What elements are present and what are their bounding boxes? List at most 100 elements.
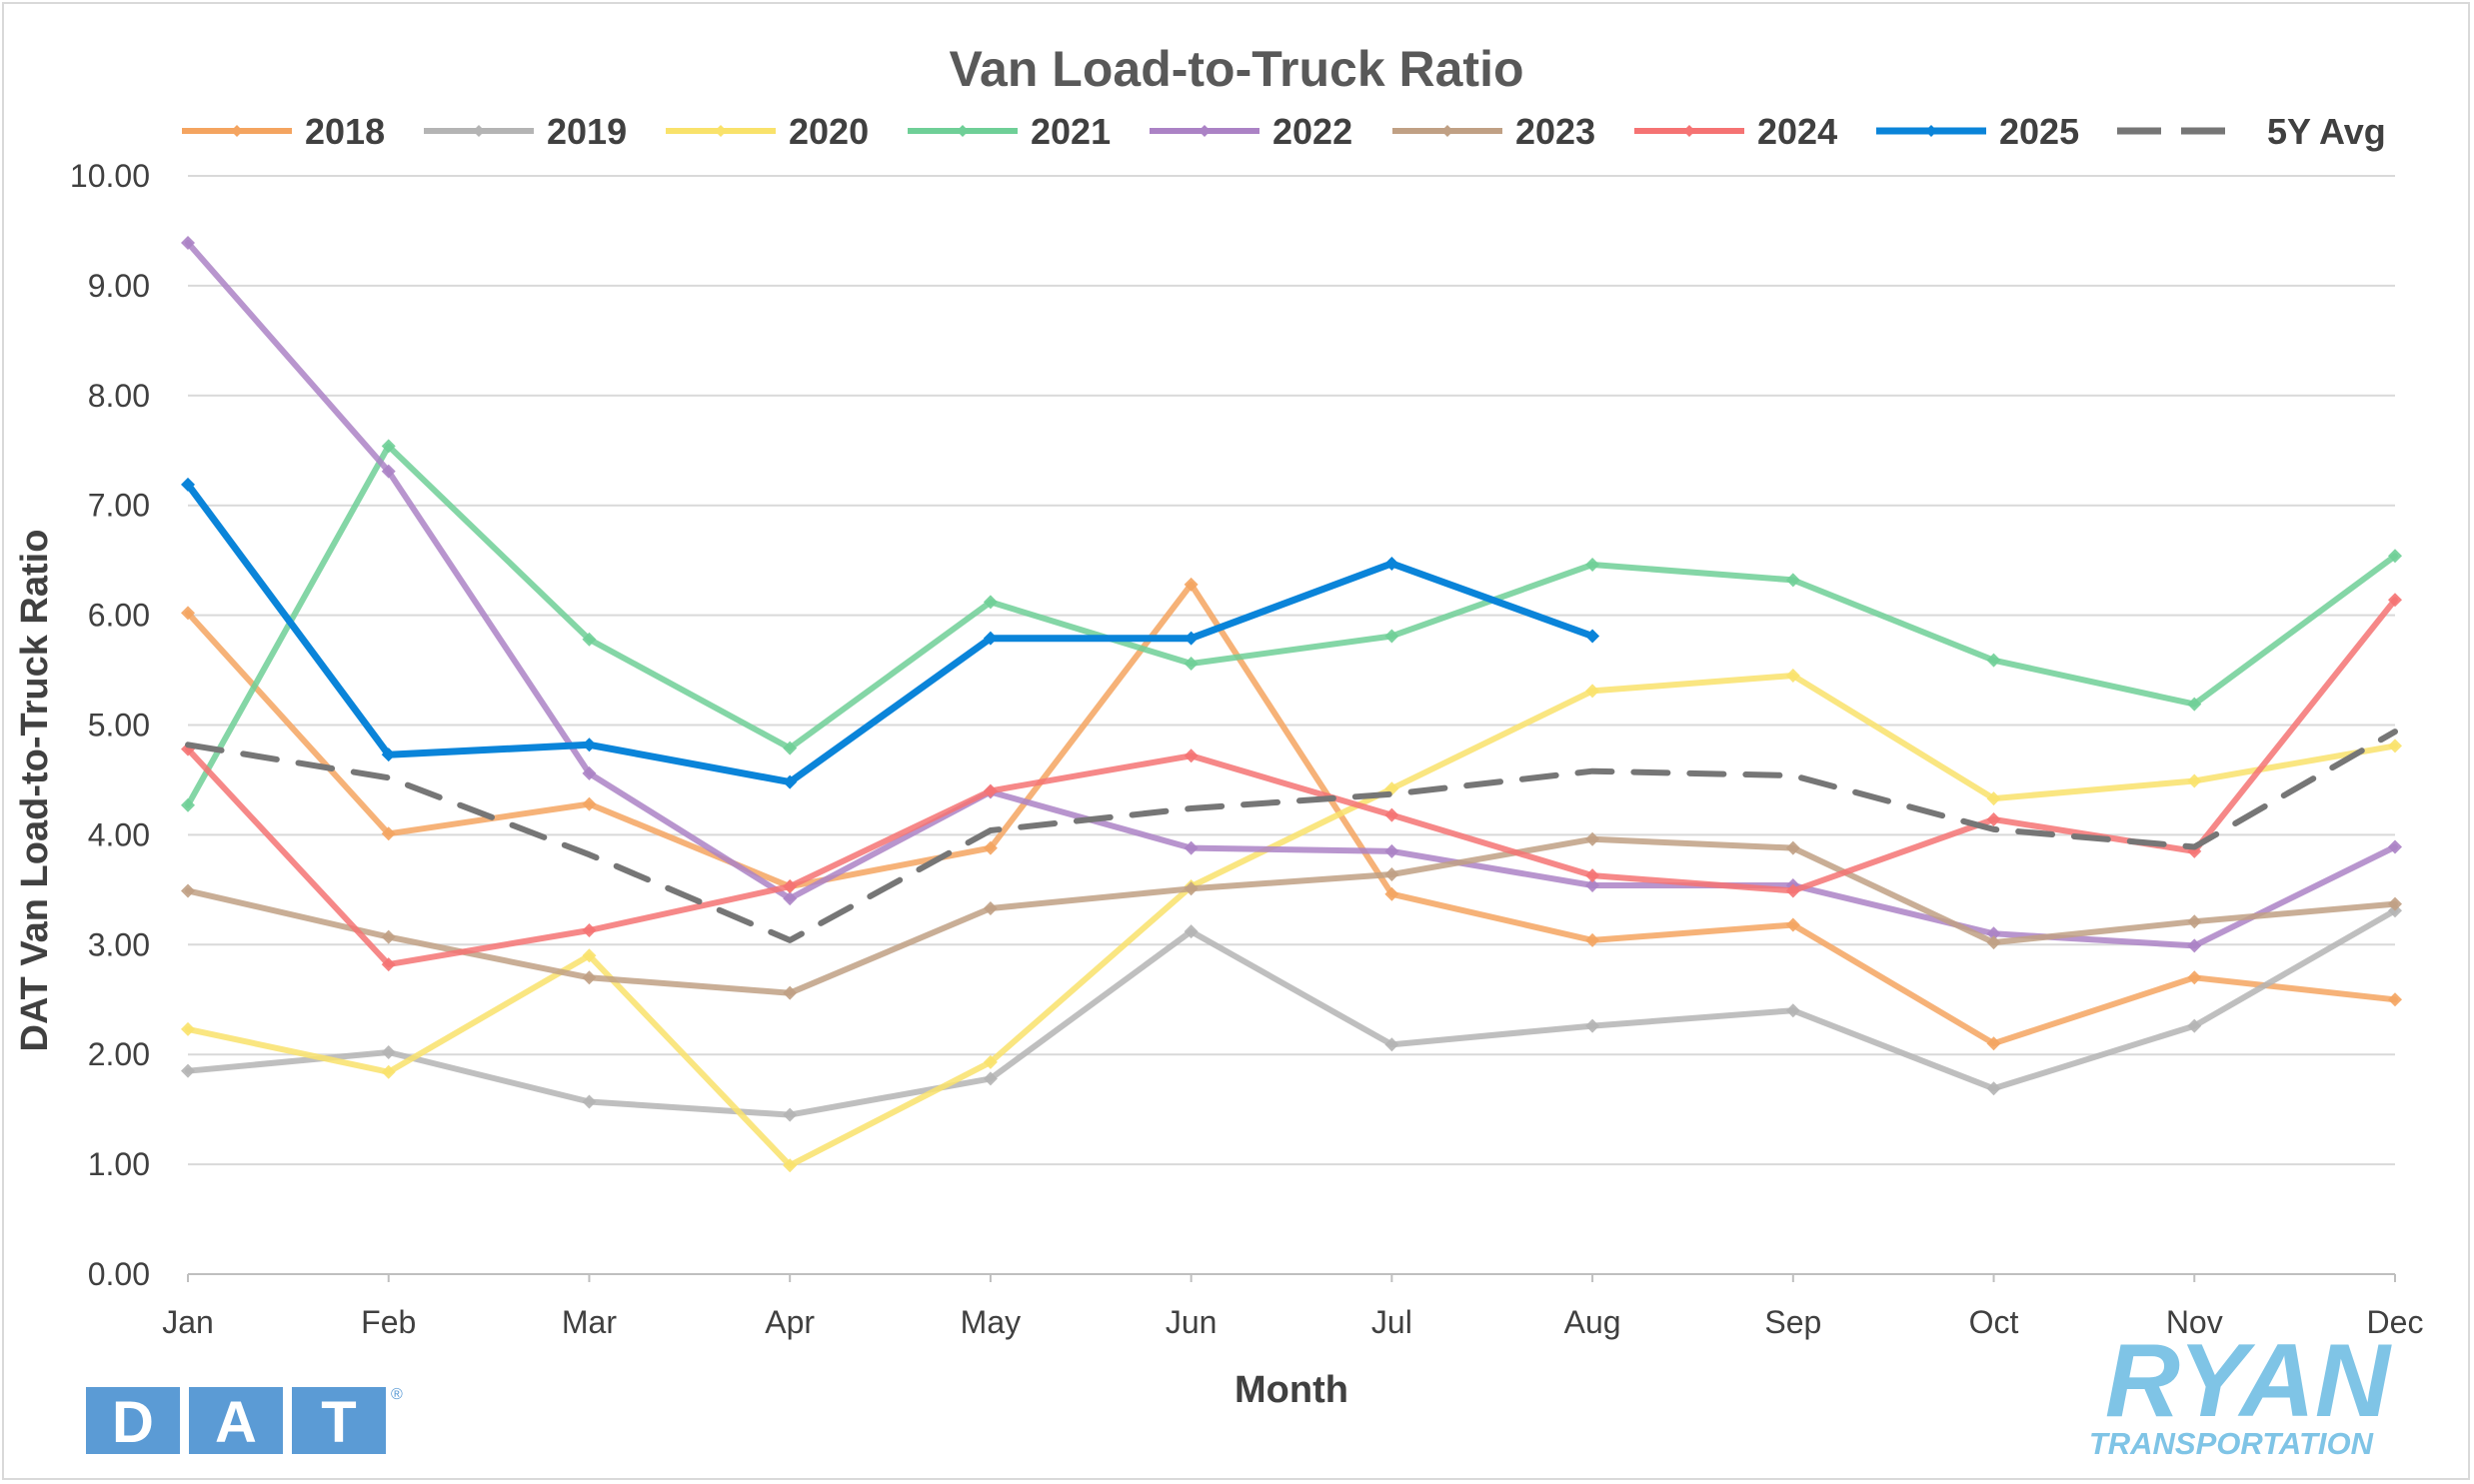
x-tick-label: Feb [361, 1304, 416, 1340]
series-2022 [181, 236, 2402, 953]
y-tick-label: 4.00 [88, 816, 150, 852]
y-tick-label: 9.00 [88, 268, 150, 304]
data-point [783, 774, 798, 789]
y-tick-label: 1.00 [88, 1146, 150, 1182]
data-point [783, 741, 798, 755]
data-point [582, 765, 597, 780]
ryan-logo-subtitle: TRANSPORTATION [2089, 1426, 2374, 1461]
data-point [381, 747, 396, 762]
data-point [2388, 992, 2402, 1007]
data-point [1986, 926, 2001, 941]
legend-marker [473, 125, 485, 137]
y-tick-label: 2.00 [88, 1036, 150, 1072]
legend-item-2019: 2019 [424, 111, 627, 152]
data-point [983, 840, 998, 855]
dat-logo: D A T ® [86, 1386, 403, 1455]
series-line [184, 481, 1596, 786]
chart-title: Van Load-to-Truck Ratio [949, 41, 1523, 97]
data-point [582, 632, 597, 647]
data-point [983, 1071, 998, 1086]
data-point [582, 1094, 597, 1109]
legend-marker [957, 125, 969, 137]
dat-logo-registered-mark: ® [391, 1386, 403, 1403]
data-point [1585, 684, 1600, 699]
x-axis-title: Month [1235, 1369, 1348, 1411]
x-axis-ticks: Jan Feb Mar Apr May Jun Jul Aug Sep Oct Nov Dec [162, 1274, 2423, 1340]
data-point [582, 796, 597, 811]
legend-label: 2021 [1031, 111, 1111, 152]
data-point [1986, 653, 2001, 668]
legend-label: 2019 [547, 111, 627, 152]
dat-logo-letter: T [321, 1390, 356, 1455]
data-point [1585, 558, 1600, 573]
data-point [1785, 917, 1800, 932]
data-point [2388, 896, 2402, 911]
legend-marker [715, 125, 727, 137]
series-2024 [181, 593, 2402, 972]
data-point [2388, 739, 2402, 753]
data-point [1184, 881, 1199, 896]
legend-marker [1441, 125, 1453, 137]
data-point [1986, 1081, 2001, 1096]
y-tick-label: 8.00 [88, 378, 150, 414]
dat-logo-box [292, 1387, 386, 1454]
y-tick-label: 10.00 [70, 158, 150, 194]
data-point [1585, 629, 1600, 644]
data-point [2388, 593, 2402, 608]
series-2025 [181, 477, 1600, 789]
data-point [2187, 938, 2202, 953]
data-point [1986, 935, 2001, 950]
x-tick-label: Nov [2166, 1304, 2223, 1340]
data-point [1585, 877, 1600, 892]
data-point [1184, 577, 1199, 592]
data-point [1785, 840, 1800, 855]
legend-label: 2023 [1515, 111, 1595, 152]
data-point [1184, 656, 1199, 671]
data-point [1785, 1003, 1800, 1018]
data-point [983, 631, 998, 646]
data-point [2187, 773, 2202, 788]
data-point [1585, 932, 1600, 947]
series-line [185, 443, 2398, 808]
data-point [783, 879, 798, 894]
data-point [181, 477, 195, 492]
legend-marker [1683, 125, 1695, 137]
data-point [783, 1158, 798, 1173]
data-point [1184, 924, 1199, 939]
data-point [1384, 886, 1399, 901]
data-point [1785, 669, 1800, 684]
series-line [185, 597, 2398, 968]
data-point [181, 606, 195, 621]
data-point [1785, 883, 1800, 898]
data-point [1384, 556, 1399, 571]
data-point [983, 783, 998, 798]
data-point [582, 923, 597, 938]
data-point [1986, 791, 2001, 806]
legend-label: 2024 [1757, 111, 1837, 152]
legend-label: 2025 [1999, 111, 2079, 152]
series-line [185, 835, 2398, 996]
data-point [783, 985, 798, 1000]
data-point [381, 1064, 396, 1079]
series-line [185, 240, 2398, 949]
dat-logo-box [189, 1387, 283, 1454]
legend-item-2023: 2023 [1392, 111, 1595, 152]
x-tick-label: Oct [1969, 1304, 2019, 1340]
x-tick-label: May [961, 1304, 1021, 1340]
x-tick-label: Dec [2367, 1304, 2424, 1340]
x-tick-label: Sep [1764, 1304, 1821, 1340]
data-point [2187, 697, 2202, 712]
legend-item-2018: 2018 [182, 111, 385, 152]
data-point [1384, 1037, 1399, 1052]
series-line [185, 729, 2398, 943]
data-point [181, 797, 195, 812]
legend-marker [1925, 125, 1937, 137]
data-point [1184, 748, 1199, 763]
legend-item-2022: 2022 [1150, 111, 1352, 152]
legend-item-2021: 2021 [908, 111, 1111, 152]
legend-item-5y-avg: 5Y Avg [2117, 111, 2386, 152]
legend-marker [1199, 125, 1211, 137]
x-tick-label: Aug [1564, 1304, 1621, 1340]
